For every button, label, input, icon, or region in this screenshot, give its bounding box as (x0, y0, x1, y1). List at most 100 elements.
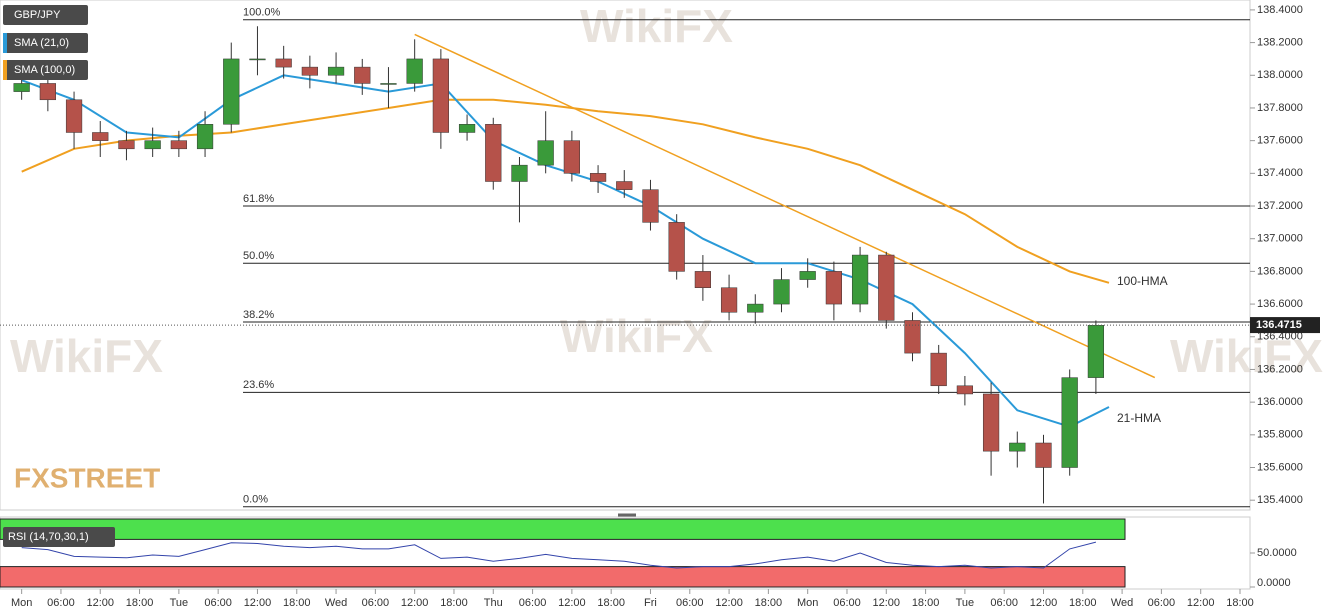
legend-label: SMA (100,0) (14, 64, 75, 76)
candle-body (485, 124, 502, 182)
candle-body (773, 279, 790, 305)
candle-body (249, 58, 266, 61)
y-tick-label: 50.0000 (1257, 547, 1297, 559)
x-tick-label: 18:00 (597, 597, 625, 609)
candle-body (878, 254, 895, 321)
candle-body (904, 320, 921, 354)
y-tick-label: 138.2000 (1257, 36, 1303, 48)
trendline (414, 33, 1156, 379)
x-tick-label: 06:00 (204, 597, 232, 609)
candle-body (406, 58, 423, 84)
y-tick-label: 138.4000 (1257, 4, 1303, 16)
legend-box (3, 33, 88, 53)
x-tick-label: 12:00 (401, 597, 429, 609)
candle-body (616, 181, 633, 190)
candle-body (1035, 442, 1052, 468)
candle-body (65, 99, 83, 133)
x-tick-label: 06:00 (519, 597, 547, 609)
y-tick-label: 137.4000 (1257, 167, 1303, 179)
candle-body (1009, 442, 1026, 452)
x-tick-label: Fri (644, 597, 657, 609)
legend-swatch (3, 33, 7, 53)
x-tick-label: 18:00 (755, 597, 783, 609)
series-label: 21-HMA (1117, 411, 1161, 425)
last-price-box (1250, 317, 1320, 334)
x-tick-label: 12:00 (558, 597, 586, 609)
x-tick-label: Mon (11, 597, 32, 609)
fib-label: 0.0% (243, 494, 268, 506)
x-tick-label: 06:00 (990, 597, 1018, 609)
candle-body (223, 58, 240, 125)
candle-body (327, 66, 345, 76)
y-tick-label: 135.4000 (1257, 494, 1303, 506)
candle-body (747, 303, 764, 313)
candle-body (956, 385, 973, 395)
x-tick-label: 06:00 (676, 597, 704, 609)
x-tick-label: Wed (325, 597, 347, 609)
watermark: WikiFX (560, 310, 713, 362)
plot-frame (0, 0, 1251, 511)
x-tick-label: 12:00 (873, 597, 901, 609)
fib-label: 61.8% (243, 193, 274, 205)
legend-label: GBP/JPY (14, 9, 61, 21)
candle-body (720, 287, 738, 313)
x-tick-label: 12:00 (244, 597, 272, 609)
candle-body (537, 140, 554, 166)
candle-body (13, 83, 30, 92)
candle-body (432, 58, 449, 133)
x-tick-label: 18:00 (1069, 597, 1097, 609)
candle-body (380, 83, 397, 85)
x-tick-label: 06:00 (1148, 597, 1176, 609)
candle-body (196, 124, 214, 150)
fib-label: 50.0% (243, 250, 274, 262)
fib-label: 23.6% (243, 379, 274, 391)
x-tick-label: 18:00 (126, 597, 154, 609)
x-tick-label: Wed (1111, 597, 1133, 609)
candle-body (982, 393, 1000, 452)
legend-label: SMA (21,0) (14, 37, 69, 49)
rsi-line (21, 541, 1097, 569)
y-tick-label: 137.6000 (1257, 135, 1303, 147)
candle-body (511, 164, 528, 182)
candle-body (39, 83, 56, 101)
watermark: WikiFX (1170, 330, 1323, 382)
x-tick-label: 12:00 (1187, 597, 1215, 609)
fib-label: 38.2% (243, 309, 274, 321)
x-tick-label: 18:00 (1226, 597, 1254, 609)
candle-body (825, 271, 842, 305)
x-tick-label: Mon (797, 597, 818, 609)
y-tick-label: 137.0000 (1257, 233, 1303, 245)
y-tick-label: 136.8000 (1257, 265, 1303, 277)
oversold-zone (0, 566, 1126, 588)
y-tick-label: 136.0000 (1257, 396, 1303, 408)
candle-body (642, 189, 659, 223)
x-tick-label: 18:00 (283, 597, 311, 609)
x-tick-label: 06:00 (833, 597, 861, 609)
x-tick-label: Tue (170, 597, 189, 609)
x-tick-label: Thu (484, 597, 503, 609)
y-tick-label: 135.6000 (1257, 461, 1303, 473)
x-tick-label: 12:00 (1030, 597, 1058, 609)
candle-body (930, 352, 947, 387)
candle-body (301, 66, 318, 76)
fib-label: 100.0% (243, 7, 281, 19)
legend-swatch (3, 60, 7, 80)
candle-body (1061, 377, 1078, 468)
candle-body (354, 66, 371, 84)
candle-body (118, 140, 135, 150)
legend-label: RSI (14,70,30,1) (8, 531, 89, 543)
y-tick-label: 0.0000 (1257, 577, 1291, 589)
candle-body (799, 271, 816, 280)
candle-body (563, 140, 580, 174)
x-tick-label: 12:00 (86, 597, 114, 609)
legend-box (3, 527, 115, 547)
last-price-label: 136.4715 (1256, 319, 1302, 331)
watermark: WikiFX (10, 330, 163, 382)
x-tick-label: Tue (956, 597, 975, 609)
candle-body (170, 140, 187, 150)
candle-body (589, 173, 607, 182)
series-label: 100-HMA (1117, 274, 1168, 288)
hma-line (21, 98, 1110, 284)
candle-body (92, 132, 109, 141)
